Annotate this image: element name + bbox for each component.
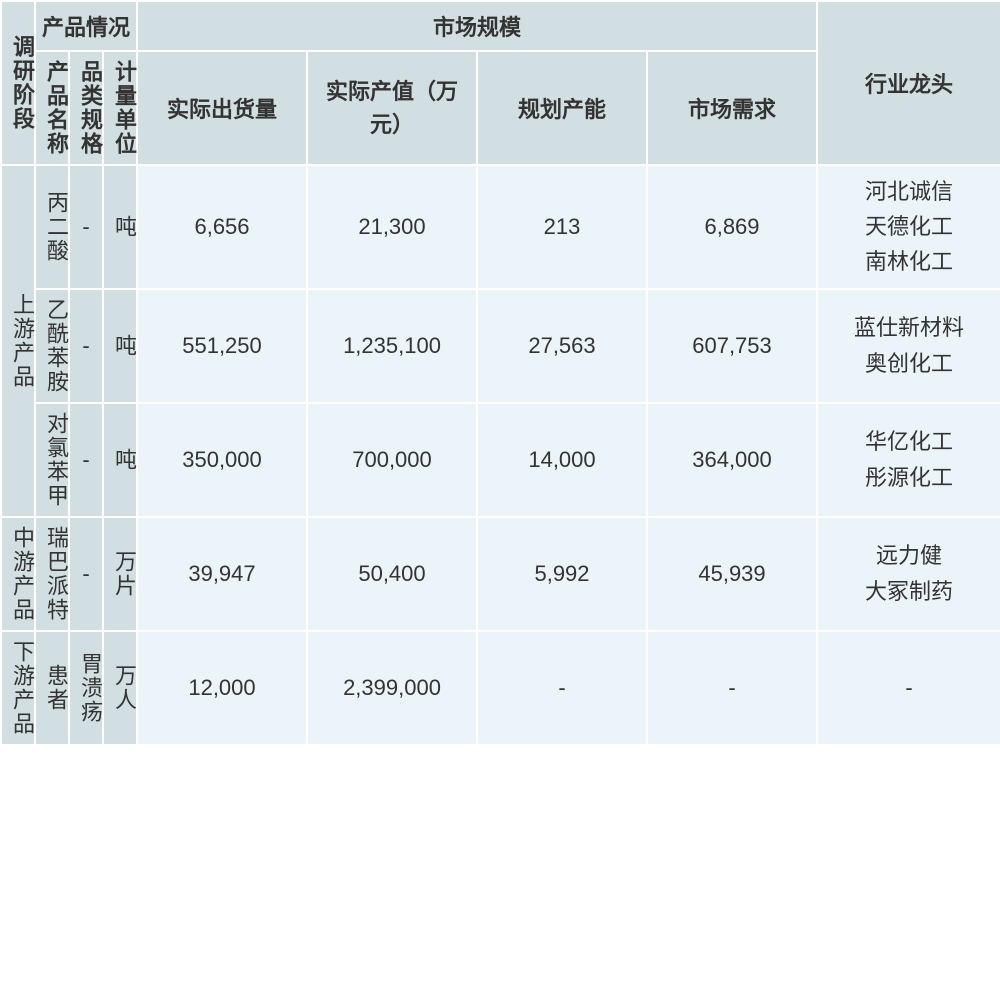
cell-shipment: 12,000 [137, 631, 307, 745]
stage-upstream: 上游产品 [1, 165, 35, 517]
cell-spec: - [69, 289, 103, 403]
cell-spec: - [69, 517, 103, 631]
table-row: 下游产品 患者 胃溃疡 万人 12,000 2,399,000 - - - [1, 631, 1000, 745]
cell-output-value: 1,235,100 [307, 289, 477, 403]
cell-unit: 吨 [103, 165, 137, 289]
cell-shipment: 350,000 [137, 403, 307, 517]
cell-capacity: 27,563 [477, 289, 647, 403]
cell-product-name: 患者 [35, 631, 69, 745]
header-research-stage: 调研阶段 [1, 1, 35, 165]
cell-output-value: 50,400 [307, 517, 477, 631]
cell-product-name: 瑞巴派特 [35, 517, 69, 631]
header-product-name: 产品名称 [35, 51, 69, 165]
cell-capacity: - [477, 631, 647, 745]
table-row: 对氯苯甲 - 吨 350,000 700,000 14,000 364,000 … [1, 403, 1000, 517]
cell-capacity: 5,992 [477, 517, 647, 631]
header-industry-leader: 行业龙头 [817, 1, 1000, 165]
cell-demand: - [647, 631, 817, 745]
cell-capacity: 213 [477, 165, 647, 289]
header-actual-shipment: 实际出货量 [137, 51, 307, 165]
cell-demand: 45,939 [647, 517, 817, 631]
cell-product-name: 丙二酸 [35, 165, 69, 289]
cell-shipment: 551,250 [137, 289, 307, 403]
table-row: 上游产品 丙二酸 - 吨 6,656 21,300 213 6,869 河北诚信… [1, 165, 1000, 289]
cell-leaders: 华亿化工彤源化工 [817, 403, 1000, 517]
header-unit: 计量单位 [103, 51, 137, 165]
cell-output-value: 2,399,000 [307, 631, 477, 745]
header-product-status: 产品情况 [35, 1, 137, 51]
cell-spec: 胃溃疡 [69, 631, 103, 745]
header-market-demand: 市场需求 [647, 51, 817, 165]
cell-unit: 吨 [103, 289, 137, 403]
table-row: 中游产品 瑞巴派特 - 万片 39,947 50,400 5,992 45,93… [1, 517, 1000, 631]
table-row: 乙酰苯胺 - 吨 551,250 1,235,100 27,563 607,75… [1, 289, 1000, 403]
header-actual-output-value: 实际产值（万元） [307, 51, 477, 165]
header-planned-capacity: 规划产能 [477, 51, 647, 165]
cell-unit: 吨 [103, 403, 137, 517]
cell-output-value: 700,000 [307, 403, 477, 517]
cell-leaders: 远力健大冢制药 [817, 517, 1000, 631]
cell-capacity: 14,000 [477, 403, 647, 517]
cell-shipment: 39,947 [137, 517, 307, 631]
cell-product-name: 对氯苯甲 [35, 403, 69, 517]
cell-spec: - [69, 403, 103, 517]
cell-leaders: - [817, 631, 1000, 745]
cell-demand: 6,869 [647, 165, 817, 289]
cell-demand: 607,753 [647, 289, 817, 403]
header-category-spec: 品类规格 [69, 51, 103, 165]
cell-output-value: 21,300 [307, 165, 477, 289]
cell-spec: - [69, 165, 103, 289]
cell-product-name: 乙酰苯胺 [35, 289, 69, 403]
stage-downstream: 下游产品 [1, 631, 35, 745]
cell-demand: 364,000 [647, 403, 817, 517]
cell-unit: 万人 [103, 631, 137, 745]
industry-chain-table: 调研阶段 产品情况 市场规模 行业龙头 产品名称 品类规格 计量单位 实际出货量… [0, 0, 1000, 746]
cell-leaders: 河北诚信天德化工南林化工 [817, 165, 1000, 289]
cell-leaders: 蓝仕新材料奥创化工 [817, 289, 1000, 403]
stage-midstream: 中游产品 [1, 517, 35, 631]
header-market-scale: 市场规模 [137, 1, 817, 51]
cell-unit: 万片 [103, 517, 137, 631]
cell-shipment: 6,656 [137, 165, 307, 289]
